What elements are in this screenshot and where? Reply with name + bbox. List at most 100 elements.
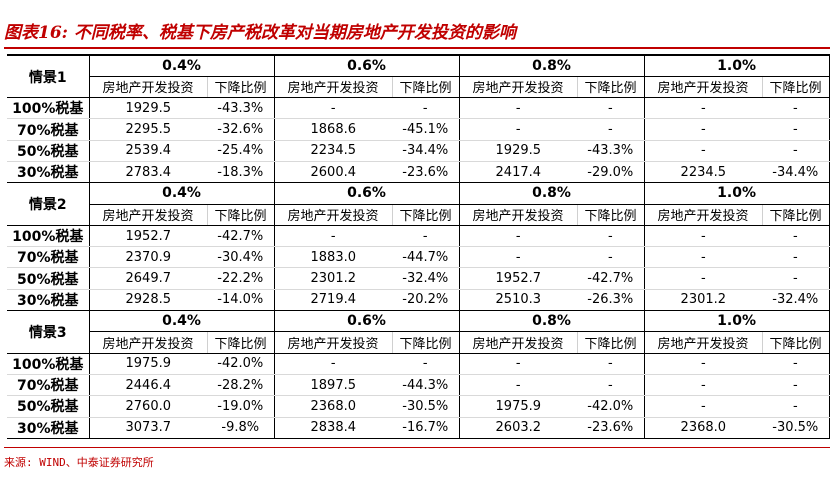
investment-cell: -: [274, 353, 393, 375]
decline-ratio-cell: -: [577, 118, 645, 141]
decline-ratio-cell: -19.0%: [207, 395, 275, 418]
decline-ratio-cell: -26.3%: [577, 289, 645, 312]
scenario-label: 情景2: [7, 182, 90, 226]
decline-ratio-header: 下降比例: [392, 331, 460, 354]
tax-base-label: 100%税基: [7, 97, 90, 120]
investment-cell: -: [644, 246, 763, 269]
investment-cell: 2301.2: [644, 289, 763, 312]
table-body: 情景1 0.4% 0.6% 0.8% 1.0% 房地产开发投资 下降比例 房地产开发投资 下降比…: [7, 53, 830, 439]
investment-cell: -: [459, 246, 578, 269]
source-rule: [4, 447, 830, 448]
decline-ratio-cell: -30.5%: [762, 417, 830, 439]
decline-ratio-cell: -: [577, 246, 645, 269]
decline-ratio-header: 下降比例: [577, 76, 645, 99]
investment-cell: -: [644, 118, 763, 141]
decline-ratio-cell: -42.0%: [577, 395, 645, 418]
investment-header: 房地产开发投资: [89, 331, 208, 354]
decline-ratio-header: 下降比例: [392, 204, 460, 226]
investment-header: 房地产开发投资: [644, 331, 763, 354]
tax-rate-header: 0.4%: [89, 310, 275, 333]
tax-rate-header: 0.6%: [274, 53, 460, 77]
tax-base-label: 50%税基: [7, 140, 90, 162]
table-row: 30%税基 3073.7 -9.8% 2838.4 -16.7% 2603.2 -23.6%…: [7, 417, 830, 439]
decline-ratio-cell: -28.2%: [207, 374, 275, 397]
investment-cell: -: [459, 225, 578, 248]
investment-cell: -: [644, 374, 763, 397]
tax-rate-header: 0.6%: [274, 182, 460, 205]
tax-rate-header: 1.0%: [644, 182, 830, 205]
investment-cell: 2510.3: [459, 289, 578, 312]
tax-rate-header: 0.4%: [89, 182, 275, 205]
title-rule: [4, 47, 830, 49]
investment-cell: 1975.9: [89, 353, 207, 375]
tax-rate-header: 0.8%: [459, 182, 645, 205]
investment-cell: 2368.0: [274, 395, 393, 418]
decline-ratio-cell: -43.3%: [207, 97, 275, 120]
investment-header: 房地产开发投资: [459, 204, 578, 226]
table-row: 70%税基 2446.4 -28.2% 1897.5 -44.3% - - - -: [7, 374, 830, 397]
investment-header: 房地产开发投资: [89, 76, 208, 99]
investment-cell: 2234.5: [274, 140, 393, 162]
rate-header-row: 情景1 0.4% 0.6% 0.8% 1.0%: [7, 53, 830, 99]
data-table: 情景1 0.4% 0.6% 0.8% 1.0% 房地产开发投资 下降比例 房地产开发投资 下降比…: [7, 53, 830, 439]
table-container: 情景1 0.4% 0.6% 0.8% 1.0% 房地产开发投资 下降比例 房地产开发投资 下降比…: [7, 53, 830, 439]
decline-ratio-cell: -22.2%: [207, 267, 275, 290]
investment-cell: 1868.6: [274, 118, 393, 141]
decline-ratio-cell: -20.2%: [392, 289, 460, 312]
decline-ratio-cell: -43.3%: [577, 140, 645, 162]
decline-ratio-cell: -: [762, 118, 830, 141]
investment-header: 房地产开发投资: [459, 76, 578, 99]
decline-ratio-cell: -44.7%: [392, 246, 460, 269]
tax-base-label: 50%税基: [7, 267, 90, 290]
decline-ratio-header: 下降比例: [207, 331, 275, 354]
decline-ratio-cell: -: [577, 225, 645, 248]
decline-ratio-cell: -29.0%: [577, 161, 645, 184]
table-row: 50%税基 2760.0 -19.0% 2368.0 -30.5% 1975.9 -42.0…: [7, 395, 830, 418]
investment-cell: 2301.2: [274, 267, 393, 290]
investment-cell: 1929.5: [89, 97, 207, 120]
table-row: 50%税基 2539.4 -25.4% 2234.5 -34.4% 1929.5 -43.3…: [7, 140, 830, 162]
tax-rate-header: 1.0%: [644, 53, 830, 77]
investment-cell: 1975.9: [459, 395, 578, 418]
table-row: 70%税基 2370.9 -30.4% 1883.0 -44.7% - - - -: [7, 246, 830, 269]
decline-ratio-cell: -18.3%: [207, 161, 275, 184]
decline-ratio-cell: -: [577, 97, 645, 120]
tax-rate-header: 0.8%: [459, 53, 645, 77]
tax-rate-header: 0.8%: [459, 310, 645, 333]
investment-cell: 2719.4: [274, 289, 393, 312]
decline-ratio-cell: -: [577, 374, 645, 397]
investment-cell: 2649.7: [89, 267, 207, 290]
investment-cell: 2539.4: [89, 140, 207, 162]
decline-ratio-cell: -: [762, 374, 830, 397]
decline-ratio-cell: -: [392, 225, 460, 248]
investment-cell: -: [459, 97, 578, 120]
figure-title: 图表16: 不同税率、税基下房产税改革对当期房地产开发投资的影响: [4, 23, 516, 43]
tax-base-label: 30%税基: [7, 417, 90, 439]
decline-ratio-cell: -: [392, 353, 460, 375]
decline-ratio-cell: -9.8%: [207, 417, 275, 439]
source-note: 来源: WIND、中泰证券研究所: [4, 456, 154, 469]
investment-header: 房地产开发投资: [274, 331, 393, 354]
investment-cell: 2446.4: [89, 374, 207, 397]
investment-cell: 2603.2: [459, 417, 578, 439]
investment-cell: 2928.5: [89, 289, 207, 312]
decline-ratio-cell: -: [762, 267, 830, 290]
decline-ratio-cell: -23.6%: [577, 417, 645, 439]
investment-header: 房地产开发投资: [274, 76, 393, 99]
decline-ratio-header: 下降比例: [762, 331, 830, 354]
investment-cell: 2600.4: [274, 161, 393, 184]
investment-cell: 2368.0: [644, 417, 763, 439]
investment-header: 房地产开发投资: [644, 204, 763, 226]
investment-cell: 1929.5: [459, 140, 578, 162]
decline-ratio-cell: -30.4%: [207, 246, 275, 269]
tax-base-label: 100%税基: [7, 225, 90, 248]
decline-ratio-header: 下降比例: [762, 204, 830, 226]
investment-cell: -: [274, 97, 393, 120]
investment-cell: 1952.7: [459, 267, 578, 290]
investment-cell: 1897.5: [274, 374, 393, 397]
investment-cell: -: [644, 267, 763, 290]
investment-cell: -: [644, 353, 763, 375]
investment-cell: 2234.5: [644, 161, 763, 184]
investment-cell: -: [459, 353, 578, 375]
decline-ratio-cell: -44.3%: [392, 374, 460, 397]
